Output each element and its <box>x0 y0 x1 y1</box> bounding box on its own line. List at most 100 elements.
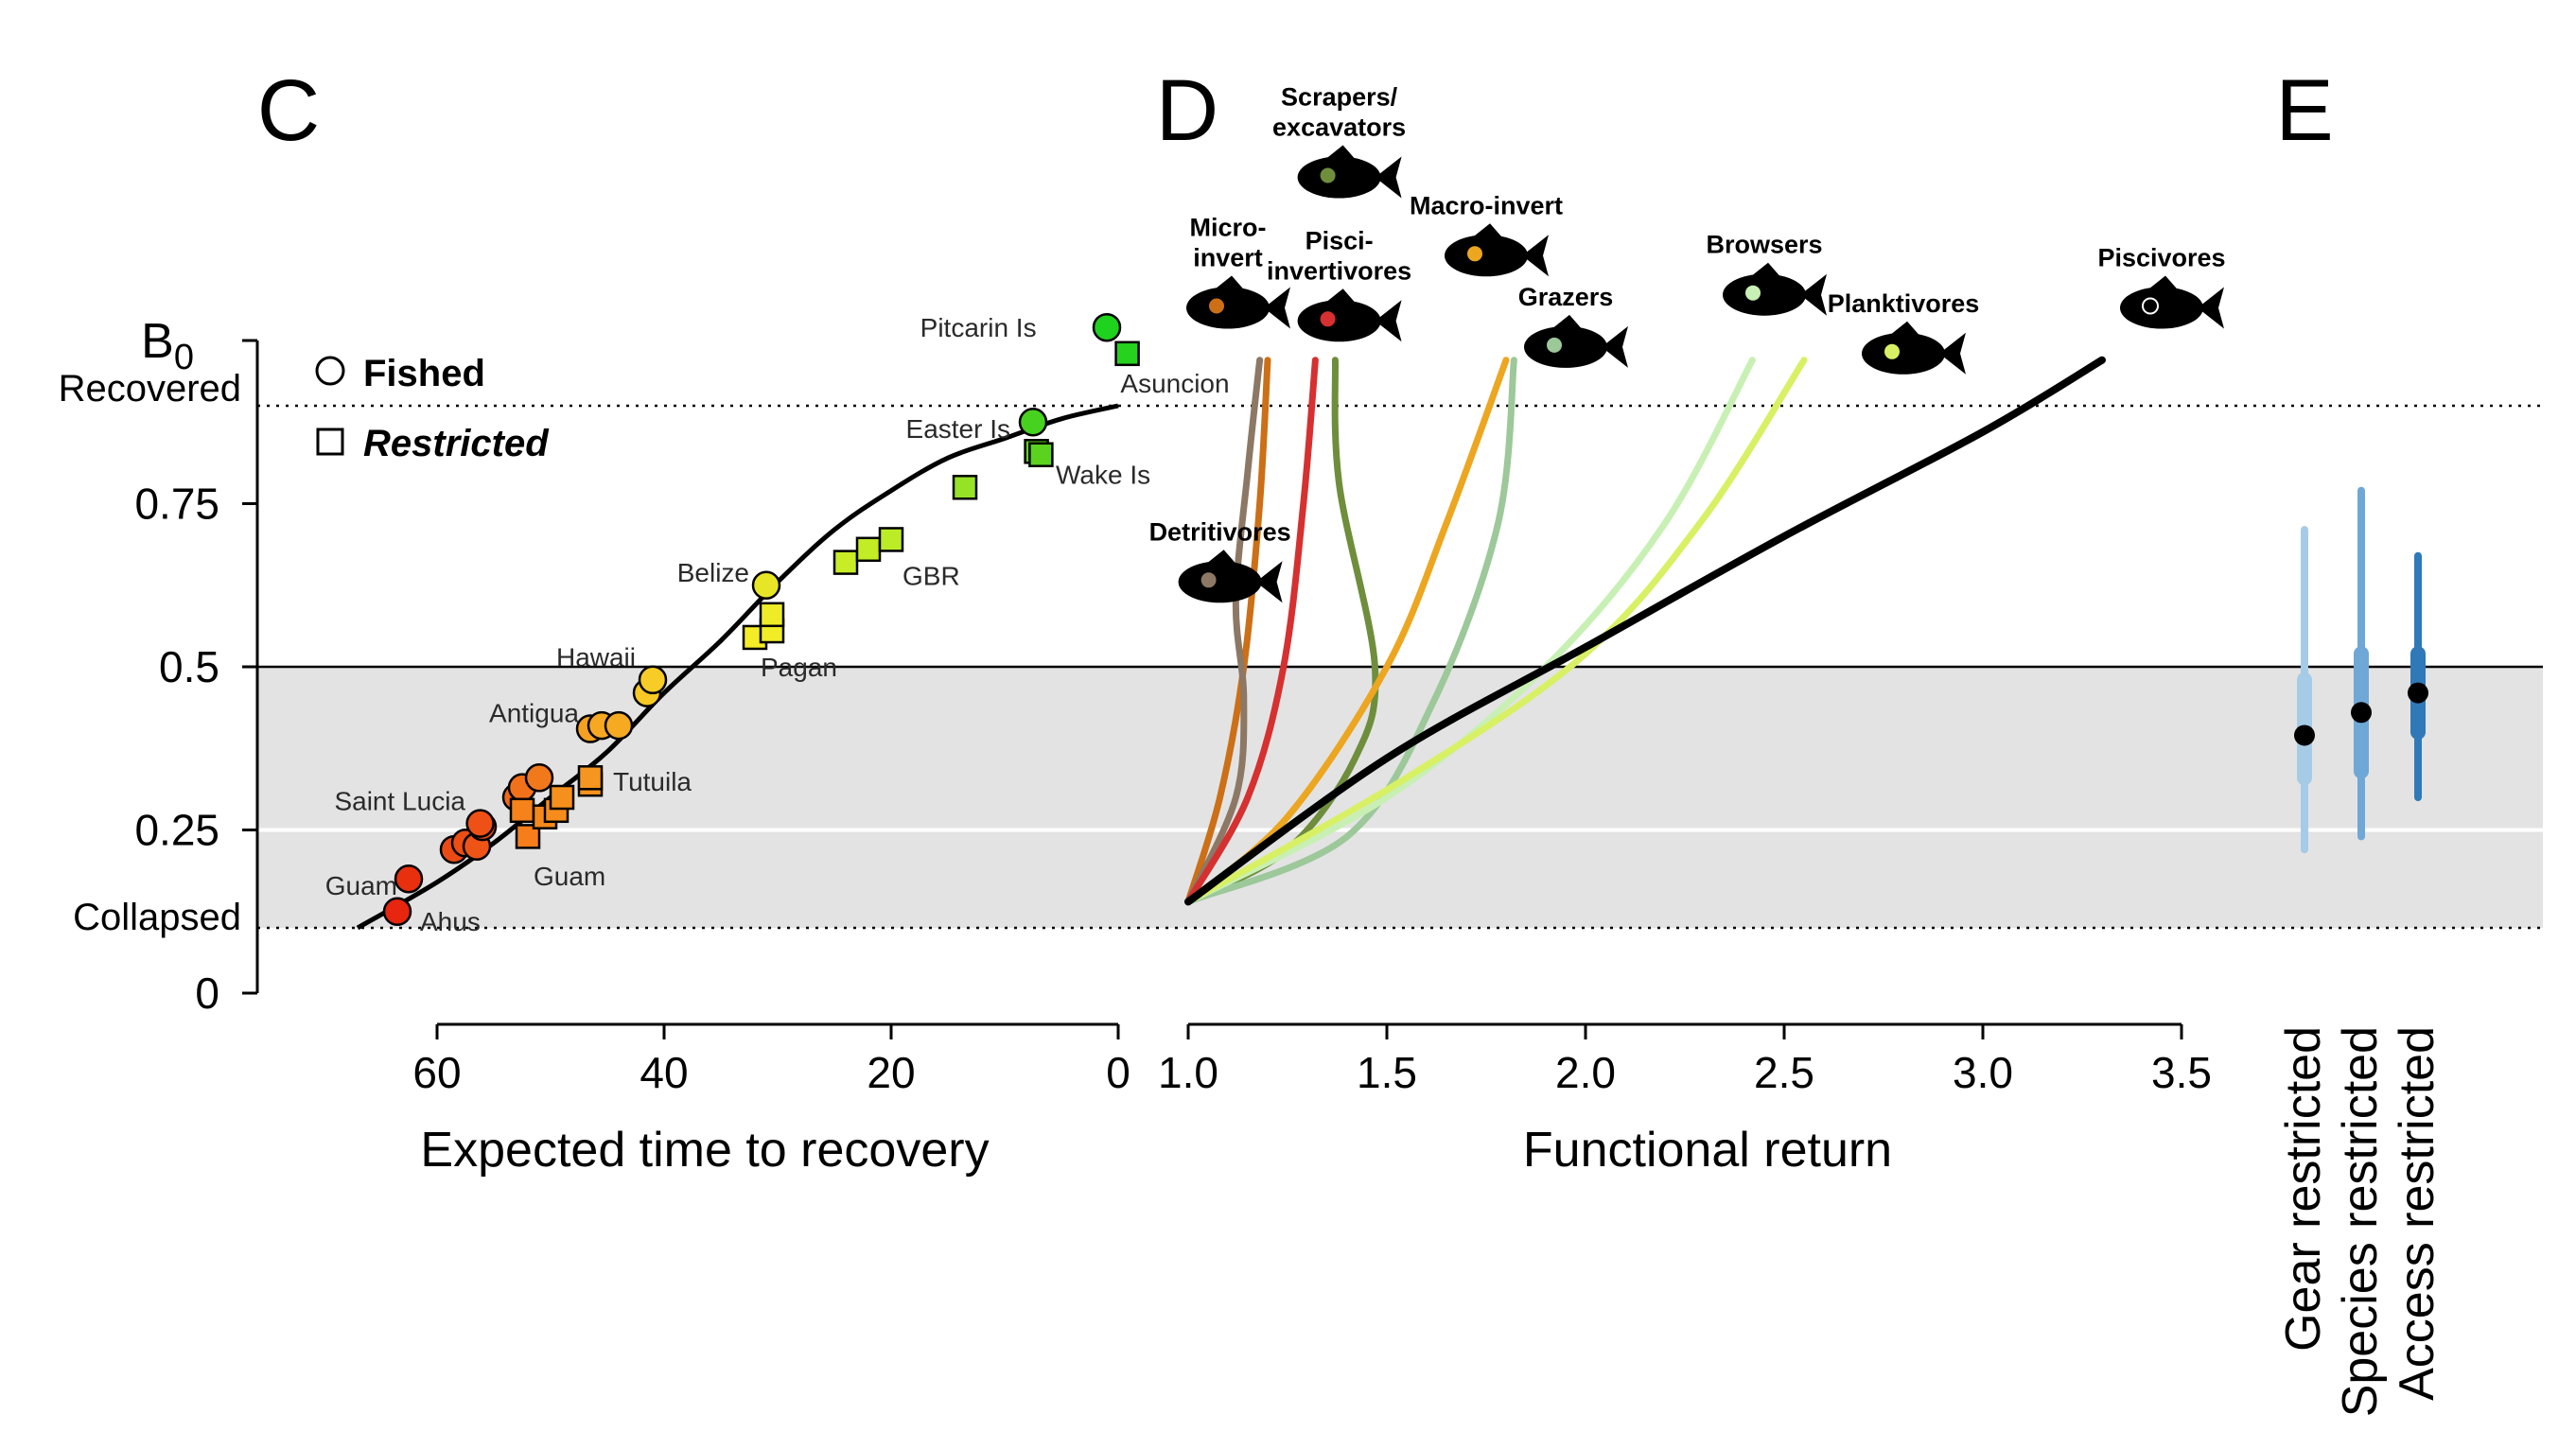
group-label: invert <box>1193 244 1263 272</box>
x-ticks-d: 1.0 1.5 2.0 2.5 3.0 3.5 <box>1158 1024 2212 1097</box>
fish-body <box>1723 273 1806 316</box>
site-label: Guam <box>325 871 397 900</box>
restricted-point <box>855 536 882 563</box>
group-label: Scrapers/ <box>1281 83 1398 112</box>
fish-icon <box>1445 223 1549 277</box>
y-axis-top-label-b: B <box>141 314 174 369</box>
fish-body <box>1297 300 1381 342</box>
fished-point <box>638 665 668 695</box>
y-tick-label: 0.25 <box>134 806 219 855</box>
fish-icon <box>1862 321 1966 375</box>
site-label: Ahus <box>420 907 481 936</box>
fished-point <box>604 710 634 741</box>
fish-body <box>1297 156 1381 199</box>
fish-color-dot <box>1467 246 1482 262</box>
fish-tail <box>1375 300 1402 342</box>
restricted-point <box>952 475 978 500</box>
restricted-point <box>509 797 535 824</box>
y-axis-top-label: B0 <box>141 314 194 377</box>
fished-point <box>1018 408 1048 437</box>
site-label: Pitcarin Is <box>920 313 1037 342</box>
fish-color-dot <box>1547 337 1562 353</box>
functional-curve-micro-invert <box>1184 357 1271 905</box>
estimate-point <box>2408 682 2428 704</box>
site-label: Hawaii <box>556 643 636 672</box>
fish-tail <box>1255 561 1283 603</box>
functional-curve-piscivores <box>1184 356 2106 906</box>
site-label: Saint Lucia <box>334 786 465 815</box>
group-label: Grazers <box>1518 283 1614 311</box>
site-label: Asuncion <box>1120 369 1229 398</box>
site-label: Pagan <box>761 653 837 682</box>
group-label: Micro- <box>1190 214 1267 242</box>
legend-restricted-marker <box>316 428 344 456</box>
fish-fin <box>1213 275 1245 291</box>
site-label: Belize <box>677 558 749 587</box>
restricted-point <box>1028 442 1054 467</box>
restricted-point <box>549 784 575 811</box>
fish-icon <box>1178 550 1283 603</box>
fish-icon <box>1297 288 1402 342</box>
group-label: Planktivores <box>1828 289 1980 318</box>
x-tick-label: 40 <box>640 1048 688 1097</box>
functional-curve-pisci-invertivores <box>1184 357 1319 905</box>
group-label: excavators <box>1272 113 1406 142</box>
fish-body <box>1524 325 1607 368</box>
fish-color-dot <box>1884 343 1900 359</box>
category-label: Access restricted <box>2390 1026 2445 1401</box>
group-label: Detritivores <box>1149 517 1291 546</box>
legend-restricted-label: Restricted <box>363 423 550 464</box>
fish-color-dot <box>1200 572 1217 588</box>
group-label: Browsers <box>1706 231 1822 259</box>
panel-e: Gear restricted Species restricted Access … <box>2276 486 2445 1417</box>
y-axis-top-label-sub: 0 <box>174 338 194 377</box>
x-axis-title-d: Functional return <box>1523 1123 1892 1178</box>
category-label: Gear restricted <box>2276 1026 2331 1352</box>
recovered-label: Recovered <box>59 368 241 410</box>
fish-icon <box>1723 262 1827 316</box>
panel-d-curves <box>1184 356 2106 906</box>
x-tick-label: 20 <box>867 1048 915 1097</box>
functional-curve-detritivores <box>1184 357 1264 905</box>
panel-label-e: E <box>2275 62 2333 159</box>
fish-fin <box>1471 223 1503 239</box>
fish-body <box>2120 287 2203 329</box>
x-tick-label: 3.0 <box>1953 1048 2013 1097</box>
site-label: GBR <box>902 561 960 590</box>
fish-fin <box>1323 288 1357 305</box>
fish-icon <box>1186 275 1290 329</box>
restricted-point <box>832 550 859 575</box>
fished-point <box>1092 312 1122 342</box>
fish-body <box>1445 235 1528 277</box>
estimate-point <box>2351 702 2372 724</box>
x-tick-label: 0 <box>1106 1048 1130 1097</box>
site-label: Tutuila <box>613 767 692 796</box>
site-label: Wake Is <box>1056 460 1150 489</box>
fished-point <box>382 897 412 926</box>
legend-fished-marker <box>315 356 345 386</box>
fish-icon <box>1524 314 1628 368</box>
category-label: Species restricted <box>2333 1026 2388 1417</box>
fish-tail <box>1264 287 1290 329</box>
fish-tail <box>2198 287 2224 329</box>
fit-curve <box>356 403 1119 931</box>
fish-tail <box>1375 156 1402 199</box>
site-label: Guam <box>534 862 605 891</box>
x-axis-title-c: Expected time to recovery <box>420 1123 989 1178</box>
restricted-point <box>878 527 904 552</box>
fish-fin <box>1749 262 1781 278</box>
x-tick-label: 2.0 <box>1555 1048 1616 1097</box>
fish-body <box>1178 561 1262 603</box>
fish-fin <box>1323 145 1357 161</box>
fish-tail <box>1939 332 1966 375</box>
restricted-point <box>577 765 604 791</box>
fish-tail <box>1522 235 1549 277</box>
x-tick-label: 2.5 <box>1754 1048 1814 1097</box>
fish-fin <box>1204 550 1237 566</box>
fish-fin <box>1888 321 1920 337</box>
estimate-point <box>2294 724 2315 746</box>
x-tick-label: 3.5 <box>2151 1048 2212 1097</box>
fish-fin <box>1551 314 1583 330</box>
fish-color-dot <box>2142 297 2159 315</box>
fish-icon <box>1297 145 1402 199</box>
